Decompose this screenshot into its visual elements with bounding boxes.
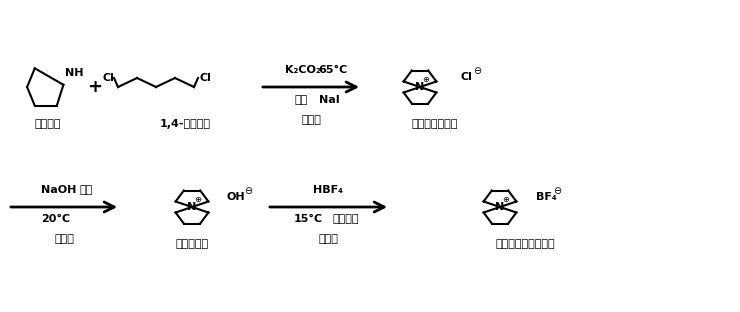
Text: NaI: NaI [319, 95, 340, 105]
Text: 四氢吡咯: 四氢吡咯 [35, 119, 61, 129]
Text: N: N [187, 202, 197, 212]
Text: $\oplus$: $\oplus$ [194, 194, 202, 203]
Text: BF₄: BF₄ [536, 192, 556, 202]
Text: 1,4-二氯丁烷: 1,4-二氯丁烷 [160, 119, 210, 129]
Text: Cl: Cl [460, 72, 472, 82]
Text: 乙醇: 乙醇 [79, 185, 92, 195]
Text: 步骤一: 步骤一 [301, 115, 321, 125]
Text: +: + [87, 78, 103, 96]
Text: 甲醇: 甲醇 [295, 95, 308, 105]
Text: Cl: Cl [102, 73, 114, 83]
Text: 步骤二: 步骤二 [54, 234, 74, 244]
Text: 15°C: 15°C [294, 214, 323, 224]
Text: Cl: Cl [199, 73, 211, 83]
Text: 65°C: 65°C [318, 65, 348, 75]
Text: 氯代蟺环季铵盐: 氯代蟺环季铵盐 [412, 119, 458, 129]
Text: N: N [415, 82, 425, 92]
Text: HBF₄: HBF₄ [313, 185, 343, 195]
Text: NaOH: NaOH [41, 185, 77, 195]
Text: $\ominus$: $\ominus$ [474, 65, 482, 76]
Text: 四氟垈酸蟺环季铵盐: 四氟垈酸蟺环季铵盐 [495, 239, 555, 249]
Text: 蟺环季铵碱: 蟺环季铵碱 [175, 239, 209, 249]
Text: N: N [495, 202, 505, 212]
Text: $\oplus$: $\oplus$ [422, 75, 430, 84]
Text: 步骤三: 步骤三 [318, 234, 338, 244]
Text: $\ominus$: $\ominus$ [554, 184, 562, 196]
Text: K₂CO₂: K₂CO₂ [285, 65, 321, 75]
Text: OH: OH [226, 192, 246, 202]
Text: 20°C: 20°C [41, 214, 70, 224]
Text: 去离子水: 去离子水 [333, 214, 359, 224]
Text: NH: NH [64, 68, 83, 78]
Text: $\oplus$: $\oplus$ [502, 194, 510, 203]
Text: $\ominus$: $\ominus$ [244, 184, 254, 196]
